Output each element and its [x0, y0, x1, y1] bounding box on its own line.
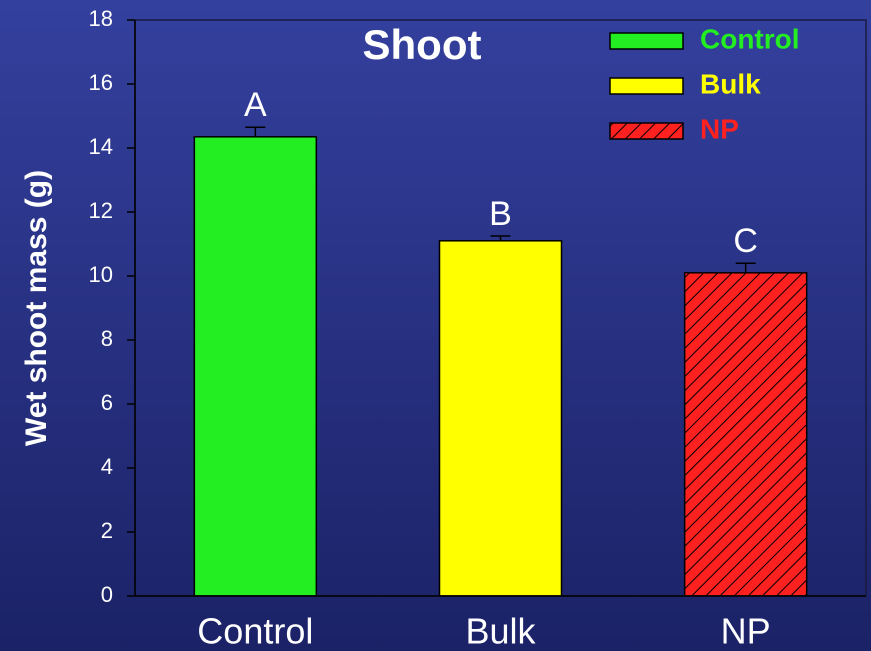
- y-tick-label: 16: [89, 70, 113, 95]
- legend-label: Control: [700, 23, 800, 54]
- legend-label: Bulk: [700, 68, 761, 99]
- y-tick-label: 4: [101, 454, 113, 479]
- y-tick-label: 8: [101, 326, 113, 351]
- bar: [438, 240, 563, 597]
- y-tick-label: 18: [89, 6, 113, 31]
- bar: [683, 272, 808, 597]
- y-tick-label: 2: [101, 518, 113, 543]
- annotation: B: [489, 195, 512, 233]
- legend-label: NP: [700, 113, 739, 144]
- legend-swatch: [609, 122, 684, 140]
- y-axis-label: Wet shoot mass (g): [20, 170, 53, 446]
- legend-swatch: [609, 77, 684, 95]
- y-tick-label: 12: [89, 198, 113, 223]
- chart-title: Shoot: [363, 21, 482, 68]
- annotation: A: [244, 86, 267, 124]
- annotation: C: [733, 222, 758, 260]
- y-tick-label: 0: [101, 582, 113, 607]
- y-tick-label: 14: [89, 134, 113, 159]
- x-tick-label: Bulk: [465, 611, 536, 651]
- legend-swatch: [609, 32, 684, 50]
- y-tick-label: 6: [101, 390, 113, 415]
- x-tick-label: NP: [721, 611, 771, 651]
- y-tick-label: 10: [89, 262, 113, 287]
- x-tick-label: Control: [197, 611, 313, 651]
- bar: [193, 136, 318, 597]
